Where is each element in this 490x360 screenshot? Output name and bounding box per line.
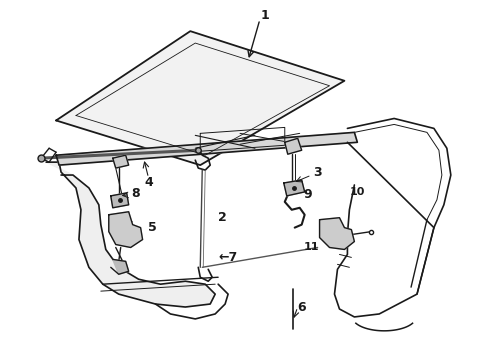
Polygon shape — [56, 31, 344, 165]
Text: 1: 1 — [261, 9, 270, 22]
Text: 2: 2 — [218, 211, 226, 224]
Polygon shape — [109, 212, 143, 247]
Polygon shape — [113, 155, 129, 168]
Polygon shape — [111, 193, 129, 208]
Text: 4: 4 — [144, 176, 153, 189]
Polygon shape — [46, 162, 215, 307]
Text: 9: 9 — [303, 188, 312, 201]
Polygon shape — [56, 132, 357, 165]
Text: 5: 5 — [148, 221, 157, 234]
Text: 3: 3 — [313, 166, 322, 179]
Text: 8: 8 — [131, 188, 140, 201]
Polygon shape — [285, 138, 302, 154]
Text: 6: 6 — [298, 301, 306, 314]
Polygon shape — [319, 218, 354, 249]
Polygon shape — [113, 260, 129, 274]
Text: 10: 10 — [350, 187, 365, 197]
Text: ←7: ←7 — [218, 251, 237, 264]
Text: 11: 11 — [304, 243, 319, 252]
Polygon shape — [284, 180, 305, 196]
